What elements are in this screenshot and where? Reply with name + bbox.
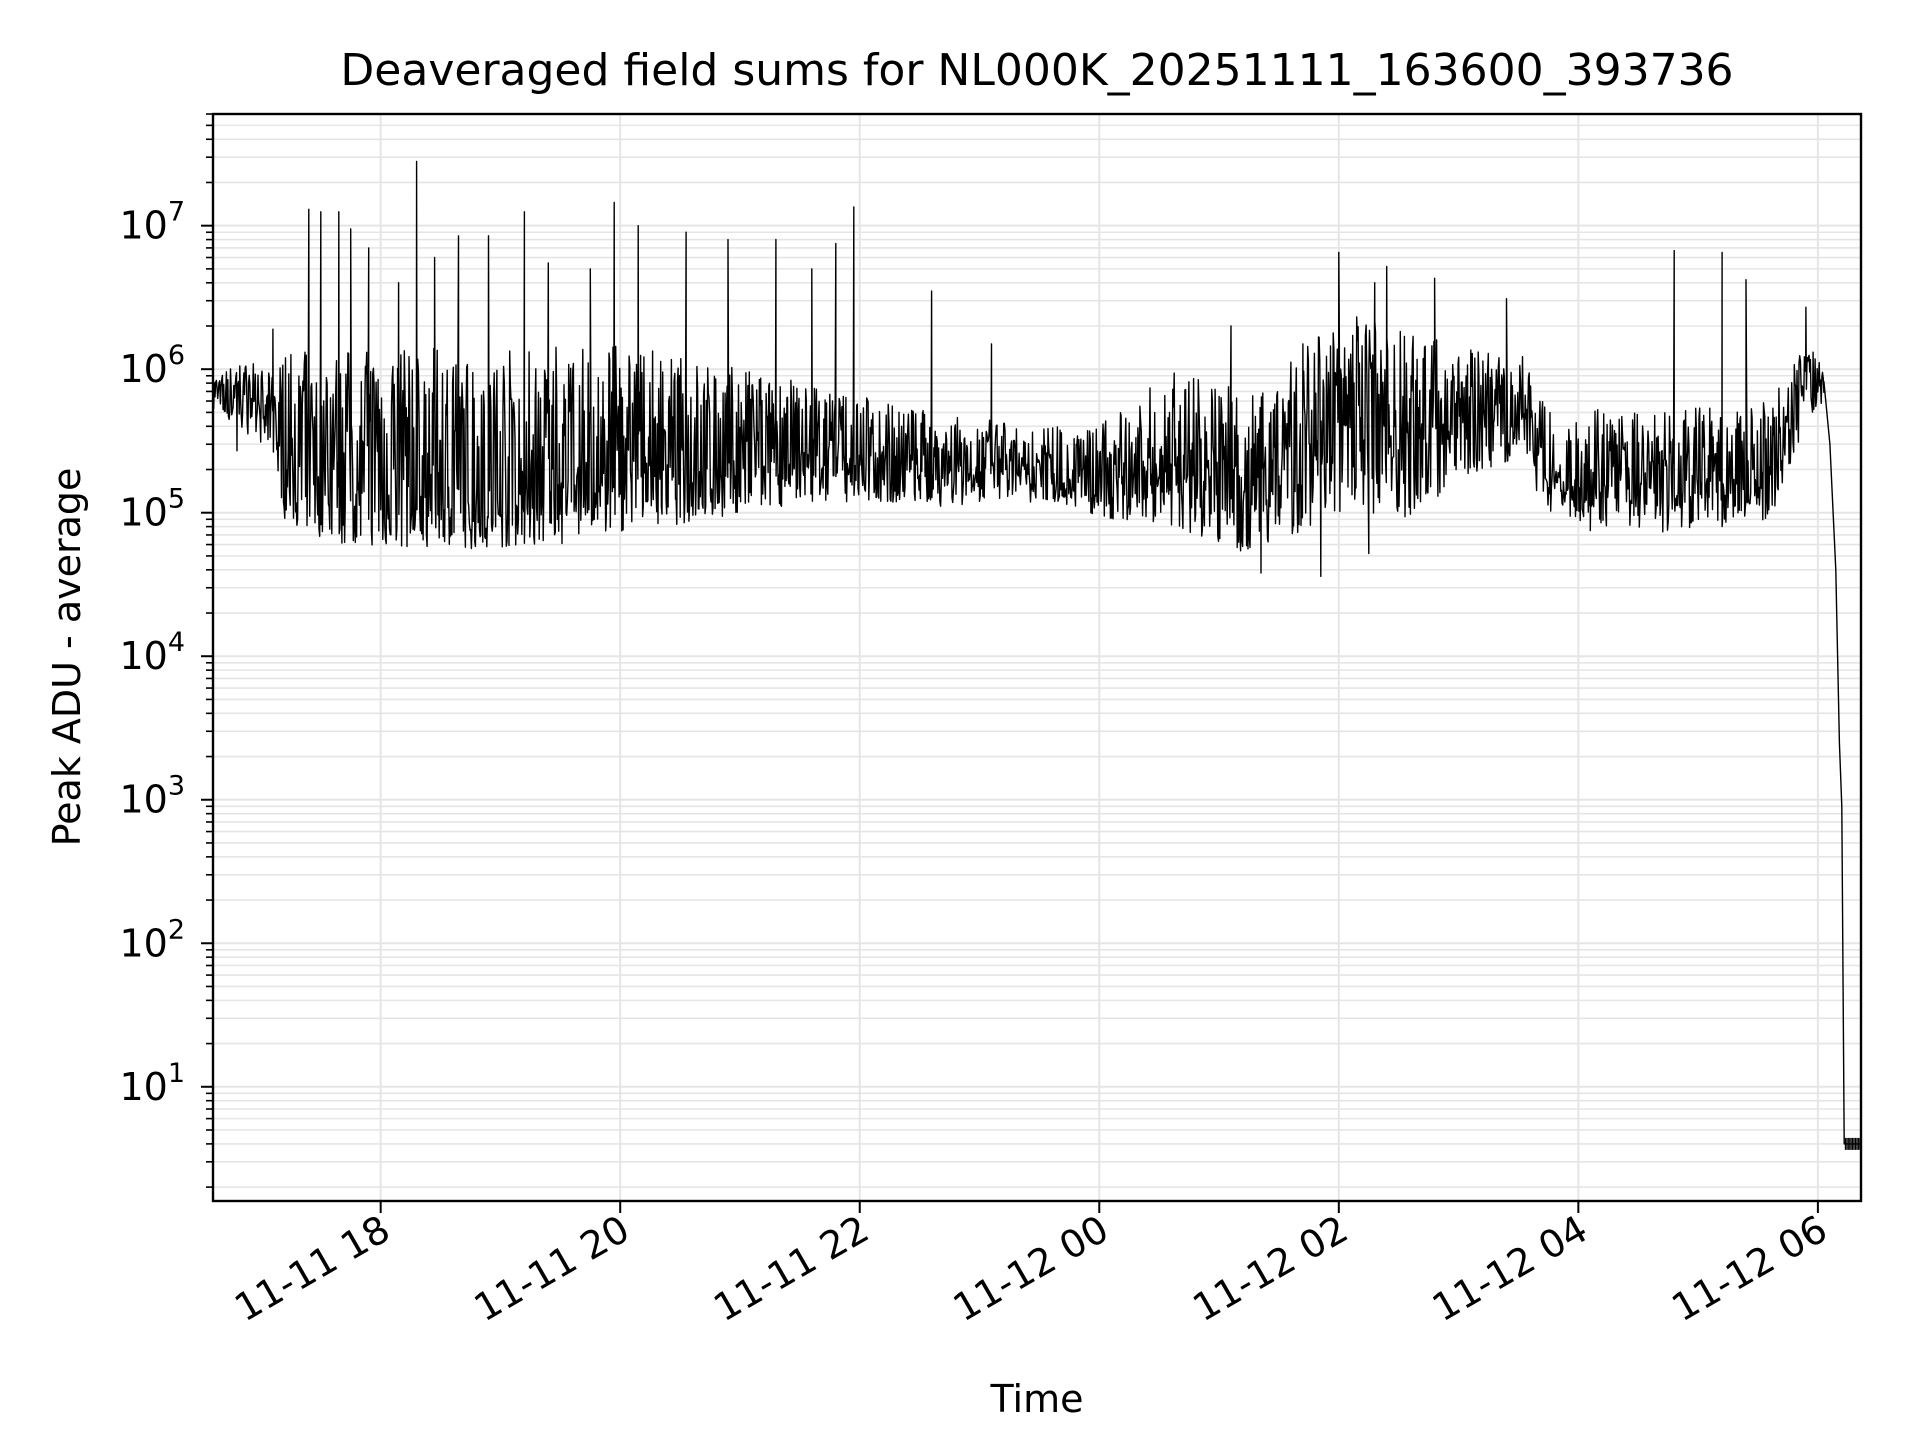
y-tick-label: 105 xyxy=(119,484,185,535)
x-axis-label: Time xyxy=(990,1377,1084,1421)
plot-frame xyxy=(211,112,1863,1203)
y-tick-label: 106 xyxy=(119,340,185,391)
series-line xyxy=(212,160,1861,1145)
y-axis-label: Peak ADU - average xyxy=(45,468,89,847)
y-tick-label: 103 xyxy=(119,771,185,822)
series-group xyxy=(212,160,1861,1150)
y-tick-label: 107 xyxy=(119,197,185,248)
y-tick-label: 102 xyxy=(119,914,185,965)
chart-title: Deaveraged field sums for NL000K_2025111… xyxy=(340,45,1733,96)
y-tick-label: 104 xyxy=(119,627,185,678)
y-tick-label: 101 xyxy=(119,1058,185,1109)
